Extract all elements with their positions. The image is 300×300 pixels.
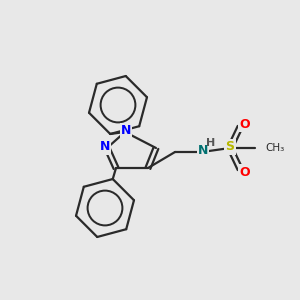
- Text: N: N: [100, 140, 110, 154]
- Text: CH₃: CH₃: [265, 143, 284, 153]
- Text: O: O: [240, 118, 250, 130]
- Text: S: S: [226, 140, 235, 154]
- Text: H: H: [206, 138, 216, 148]
- Text: O: O: [240, 166, 250, 178]
- Text: N: N: [121, 124, 131, 137]
- Text: N: N: [198, 143, 208, 157]
